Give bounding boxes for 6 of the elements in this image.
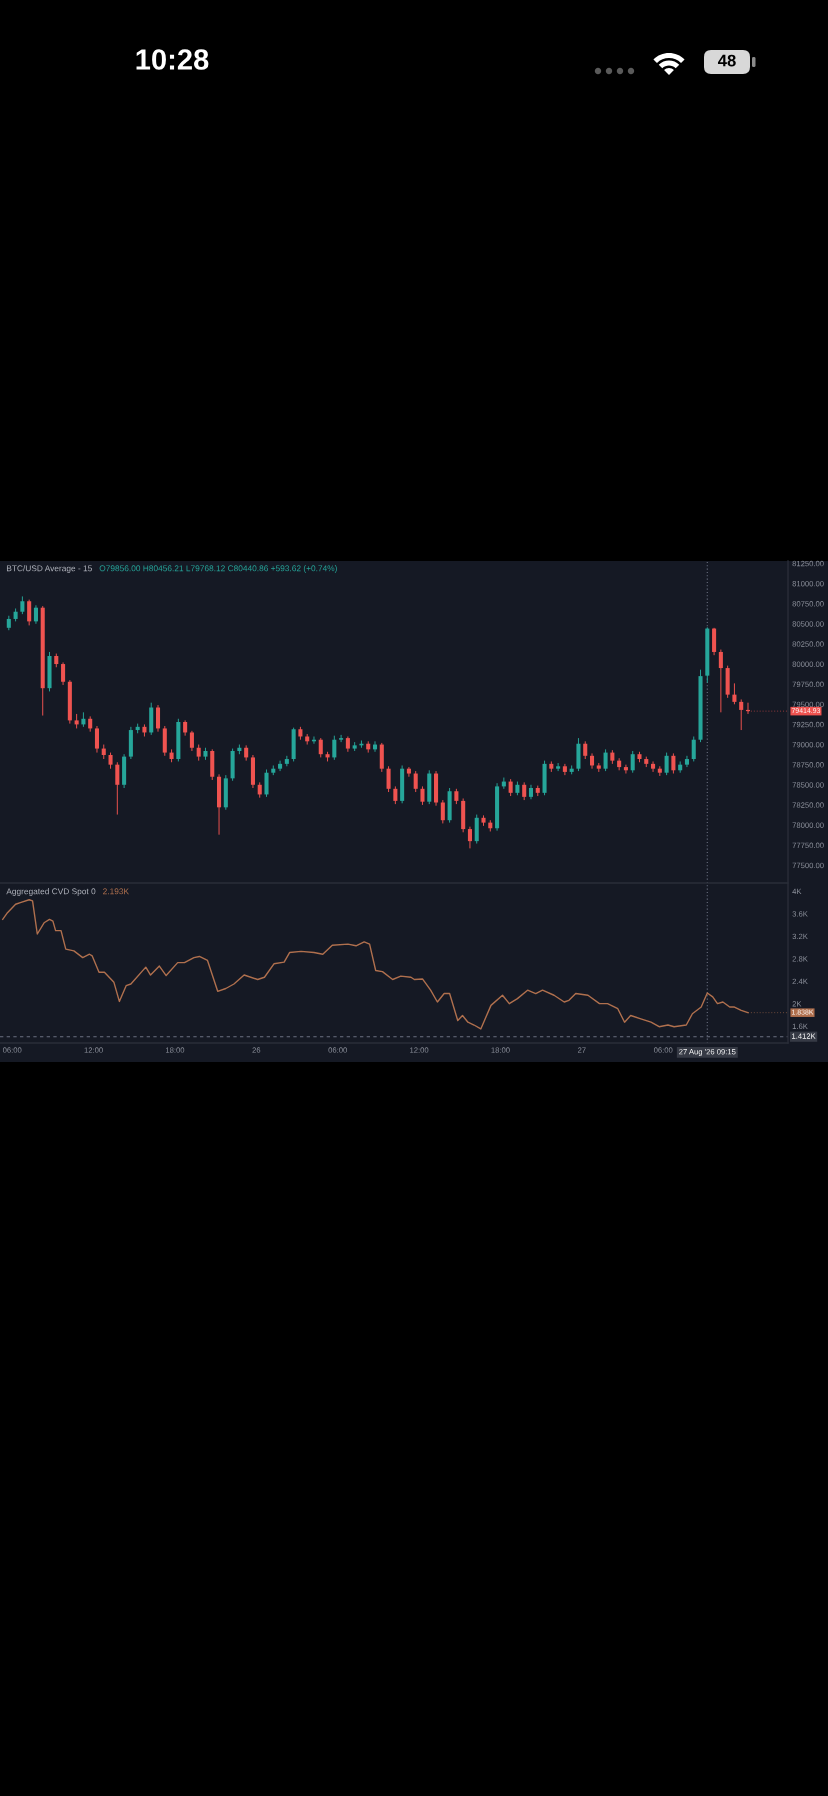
text: 10:28	[136, 49, 209, 70]
chart-subtitle: O79856.00 H80456.21 L79768.12 C80440.86 +593.62 (+0.74%)	[99, 565, 337, 573]
chart-title: Aggregated CVD Spot 0	[6, 888, 96, 896]
text: 48	[717, 54, 736, 67]
chart-title: BTC/USD Average - 15	[6, 565, 92, 573]
chart-subtitle: 2.193K	[103, 888, 129, 895]
